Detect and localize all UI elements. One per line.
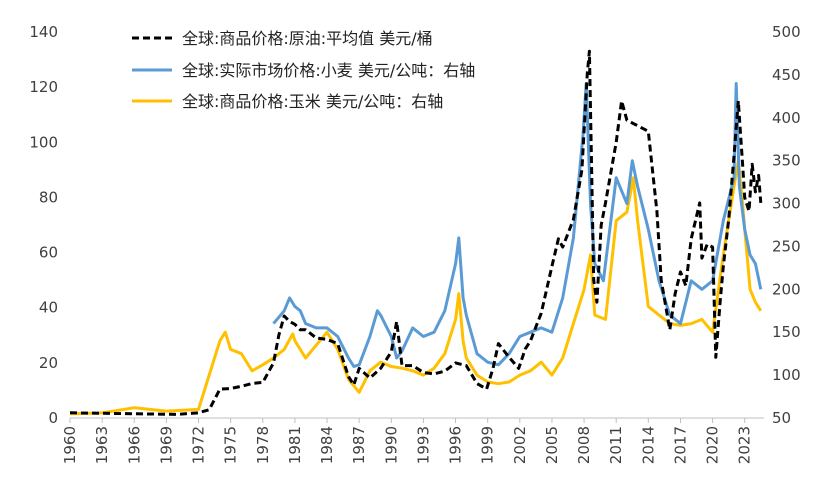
legend: 全球:商品价格:原油:平均值 美元/桶 全球:实际市场价格:小麦 美元/公吨：右… bbox=[132, 29, 475, 111]
y-axis-right: 50 100 150 200 250 300 350 400 450 500 bbox=[772, 23, 801, 427]
x-tick-label: 2005 bbox=[543, 426, 561, 464]
x-tick-label: 1996 bbox=[447, 426, 465, 464]
x-tick-label: 1984 bbox=[318, 426, 336, 464]
legend-item-crude-oil: 全球:商品价格:原油:平均值 美元/桶 bbox=[132, 29, 433, 48]
series-line-0 bbox=[69, 49, 763, 416]
series-layer bbox=[69, 49, 763, 416]
legend-label-corn: 全球:商品价格:玉米 美元/公吨：右轴 bbox=[182, 92, 443, 111]
y-right-tick-label: 500 bbox=[772, 23, 801, 41]
y-right-tick-label: 300 bbox=[772, 195, 801, 213]
x-axis: 1960 1963 1966 1969 1972 1975 1978 1981 1984 1987… bbox=[61, 418, 754, 464]
x-tick-label: 2014 bbox=[639, 426, 657, 464]
x-tick-label: 1990 bbox=[382, 426, 400, 464]
x-tick-label: 2011 bbox=[607, 426, 625, 464]
y-right-tick-label: 450 bbox=[772, 66, 801, 84]
x-tick-label: 2017 bbox=[671, 426, 689, 464]
y-right-tick-label: 350 bbox=[772, 152, 801, 170]
x-tick-label: 1969 bbox=[157, 426, 175, 464]
x-tick-label: 1963 bbox=[93, 426, 111, 464]
x-tick-label: 1960 bbox=[61, 426, 79, 464]
x-tick-label: 1987 bbox=[350, 426, 368, 464]
x-tick-label: 1981 bbox=[286, 426, 304, 464]
x-tick-label: 2023 bbox=[736, 426, 754, 464]
x-tick-label: 1975 bbox=[222, 426, 240, 464]
y-left-tick-label: 0 bbox=[48, 409, 58, 427]
legend-label-crude-oil: 全球:商品价格:原油:平均值 美元/桶 bbox=[182, 29, 433, 48]
y-right-tick-label: 400 bbox=[772, 109, 801, 127]
y-right-tick-label: 150 bbox=[772, 323, 801, 341]
legend-label-wheat: 全球:实际市场价格:小麦 美元/公吨：右轴 bbox=[182, 61, 475, 80]
series-line-2 bbox=[69, 159, 763, 416]
y-right-tick-label: 100 bbox=[772, 366, 801, 384]
y-right-tick-label: 200 bbox=[772, 280, 801, 298]
x-tick-label: 2020 bbox=[704, 426, 722, 464]
x-tick-label: 1972 bbox=[190, 426, 208, 464]
x-tick-label: 1999 bbox=[479, 426, 497, 464]
y-left-tick-label: 20 bbox=[39, 354, 58, 372]
y-axis-left: 0 20 40 60 80 100 120 140 bbox=[29, 23, 58, 427]
y-left-tick-label: 80 bbox=[39, 188, 58, 206]
y-right-tick-label: 250 bbox=[772, 237, 801, 255]
x-tick-label: 2008 bbox=[575, 426, 593, 464]
y-left-tick-label: 100 bbox=[29, 133, 58, 151]
x-tick-label: 1978 bbox=[254, 426, 272, 464]
y-left-tick-label: 120 bbox=[29, 78, 58, 96]
x-tick-label: 2002 bbox=[511, 426, 529, 464]
y-left-tick-label: 140 bbox=[29, 23, 58, 41]
series-line-1 bbox=[272, 82, 763, 368]
x-tick-label: 1993 bbox=[414, 426, 432, 464]
x-tick-label: 1966 bbox=[125, 426, 143, 464]
legend-item-wheat: 全球:实际市场价格:小麦 美元/公吨：右轴 bbox=[132, 61, 475, 80]
y-left-tick-label: 40 bbox=[39, 299, 58, 317]
y-left-tick-label: 60 bbox=[39, 244, 58, 262]
legend-item-corn: 全球:商品价格:玉米 美元/公吨：右轴 bbox=[132, 92, 443, 111]
y-right-tick-label: 50 bbox=[772, 409, 791, 427]
